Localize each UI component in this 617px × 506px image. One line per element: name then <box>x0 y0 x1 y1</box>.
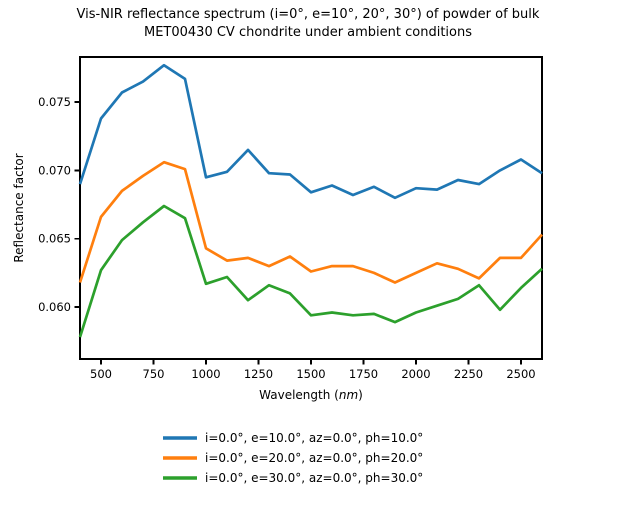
y-tick-label: 0.070 <box>38 163 71 177</box>
x-tick-label: 1750 <box>349 367 378 381</box>
x-axis-label-unit: nm <box>339 388 358 402</box>
x-tick-label: 1250 <box>244 367 273 381</box>
legend: i=0.0°, e=10.0°, az=0.0°, ph=10.0° i=0.0°… <box>163 431 423 485</box>
x-axis-ticks: 500 750 1000 1250 1500 1750 2000 2250 2500 <box>90 359 536 381</box>
x-tick-label: 1500 <box>296 367 325 381</box>
y-tick-label: 0.065 <box>38 232 71 246</box>
x-tick-label: 750 <box>143 367 165 381</box>
x-tick-label: 2500 <box>506 367 535 381</box>
x-tick-label: 2000 <box>401 367 430 381</box>
x-axis-label: Wavelength (nm) <box>259 388 363 402</box>
data-series <box>78 63 544 338</box>
y-tick-label: 0.075 <box>38 95 71 109</box>
x-axis-label-prefix: Wavelength ( <box>259 388 339 402</box>
spectrum-line <box>78 63 543 200</box>
y-tick-label: 0.060 <box>38 300 71 314</box>
spectrum-line <box>78 160 544 284</box>
y-axis-ticks: 0.060 0.065 0.070 0.075 <box>38 95 80 314</box>
x-tick-label: 500 <box>90 367 112 381</box>
chart-title-line2: MET00430 CV chondrite under ambient cond… <box>144 25 472 40</box>
x-axis-label-suffix: ) <box>358 388 363 402</box>
y-axis-label: Reflectance factor <box>12 153 26 262</box>
x-tick-label: 2250 <box>454 367 483 381</box>
chart-title-line1: Vis-NIR reflectance spectrum (i=0°, e=10… <box>77 7 540 22</box>
legend-entry-label: i=0.0°, e=30.0°, az=0.0°, ph=30.0° <box>205 471 423 485</box>
x-tick-label: 1000 <box>191 367 220 381</box>
legend-entry-label: i=0.0°, e=10.0°, az=0.0°, ph=10.0° <box>205 431 423 445</box>
legend-entry-label: i=0.0°, e=20.0°, az=0.0°, ph=20.0° <box>205 451 423 465</box>
spectrum-line <box>78 204 543 338</box>
